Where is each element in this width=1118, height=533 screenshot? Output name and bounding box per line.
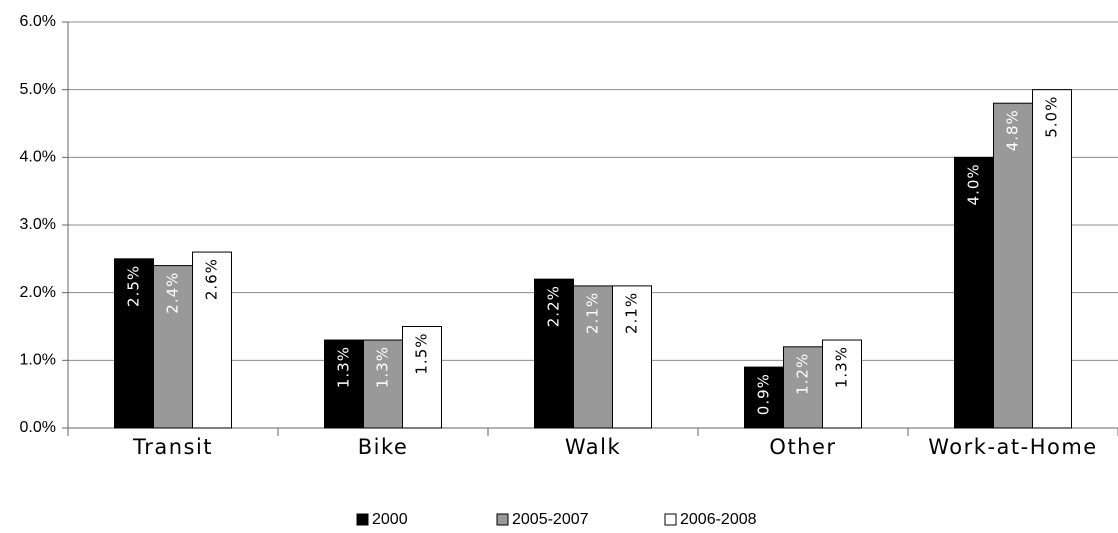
bar — [954, 156, 994, 429]
legend-swatch — [356, 513, 369, 526]
x-tick-label: Transit — [132, 435, 213, 459]
bar — [402, 326, 442, 429]
bar — [783, 346, 823, 429]
value-label: 2.2% — [545, 285, 563, 327]
legend-swatch — [664, 513, 677, 526]
y-tick-label: 2.0% — [20, 284, 56, 301]
bar — [1032, 89, 1072, 429]
value-label: 5.0% — [1043, 96, 1061, 138]
value-label: 4.8% — [1004, 109, 1022, 151]
bar — [744, 366, 784, 429]
bar — [363, 339, 403, 429]
value-label: 1.3% — [335, 346, 353, 388]
value-label: 2.5% — [125, 265, 143, 307]
y-tick-label: 1.0% — [20, 352, 56, 369]
bar — [192, 251, 232, 429]
value-label: 2.1% — [584, 292, 602, 334]
legend-swatch — [496, 513, 509, 526]
y-tick-label: 3.0% — [20, 216, 56, 233]
legend-label: 2005-2007 — [512, 511, 589, 528]
y-tick-label: 5.0% — [20, 81, 56, 98]
y-tick-label: 6.0% — [20, 13, 56, 30]
value-label: 1.5% — [413, 333, 431, 375]
bar — [993, 102, 1033, 429]
value-label: 0.9% — [755, 373, 773, 415]
value-label: 4.0% — [965, 163, 983, 205]
value-label: 1.2% — [794, 353, 812, 395]
y-tick-label: 4.0% — [20, 149, 56, 166]
x-tick-label: Work-at-Home — [928, 435, 1097, 459]
bar — [324, 339, 364, 429]
value-label: 1.3% — [374, 346, 392, 388]
x-tick-label: Walk — [565, 435, 621, 459]
value-label: 2.4% — [164, 272, 182, 314]
x-tick-label: Bike — [358, 435, 409, 459]
legend-label: 2000 — [372, 511, 408, 528]
value-label: 1.3% — [833, 346, 851, 388]
bar — [573, 285, 613, 429]
value-label: 2.1% — [623, 292, 641, 334]
bar — [612, 285, 652, 429]
x-tick-label: Other — [769, 435, 836, 459]
bar — [822, 339, 862, 429]
y-tick-label: 0.0% — [20, 419, 56, 436]
legend-label: 2006-2008 — [680, 511, 757, 528]
value-label: 2.6% — [203, 258, 221, 300]
